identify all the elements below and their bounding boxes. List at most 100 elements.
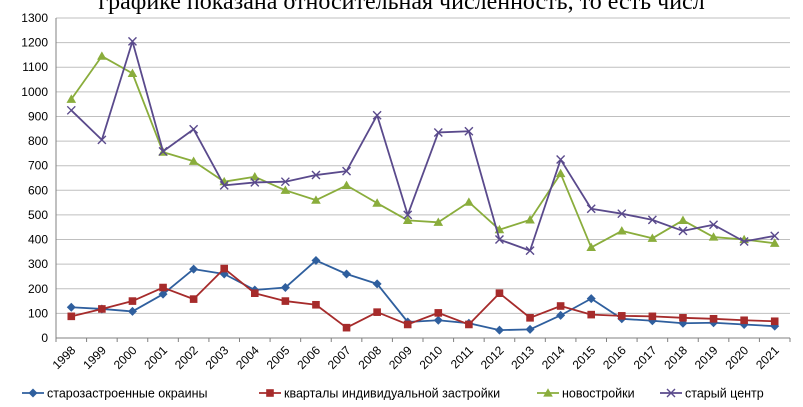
x-tick-label: 2001 — [141, 343, 170, 372]
data-point — [739, 237, 749, 247]
x-tick-label: 2014 — [539, 343, 568, 372]
data-point — [740, 316, 748, 325]
y-tick-label: 500 — [28, 208, 48, 222]
x-tick-label: 2006 — [294, 343, 323, 372]
x-tick-label: 2004 — [233, 343, 262, 372]
data-point — [220, 264, 229, 273]
x-tick-label: 2017 — [631, 343, 660, 372]
series-1 — [66, 255, 780, 335]
series-line — [71, 267, 775, 329]
data-point — [433, 315, 443, 325]
data-point — [158, 146, 168, 156]
x-axis: 1998 1999 2000 2001 2002 2003 2004 2005 2006 2007… — [50, 337, 791, 372]
data-point — [555, 168, 566, 178]
data-point — [709, 220, 719, 230]
y-tick-label: 300 — [28, 257, 48, 271]
plot-series — [66, 36, 780, 335]
x-tick-label: 2012 — [478, 343, 507, 372]
data-point — [127, 68, 138, 77]
data-point — [250, 177, 260, 187]
series-3 — [66, 51, 780, 252]
data-point — [617, 312, 626, 320]
x-tick-label: 2002 — [172, 343, 201, 372]
data-point — [280, 283, 290, 293]
data-point — [127, 36, 137, 46]
legend-swatch-marker — [666, 388, 676, 398]
y-tick-label: 800 — [28, 134, 48, 148]
x-tick-label: 2005 — [264, 343, 293, 372]
data-point — [525, 324, 535, 334]
data-point — [678, 226, 688, 236]
legend-entry: старозастроенные окраины — [22, 387, 207, 401]
data-point — [770, 231, 780, 241]
grid-lines — [56, 17, 790, 339]
legend-entry: кварталы индивидуальной застройки — [259, 387, 500, 401]
legend-label: новостройки — [562, 387, 635, 401]
data-point — [526, 314, 534, 322]
x-tick-label: 2019 — [692, 343, 721, 372]
data-point — [127, 306, 137, 316]
x-tick-label: 1998 — [50, 343, 79, 372]
x-tick-label: 2018 — [661, 343, 690, 372]
data-point — [678, 215, 688, 224]
data-point — [280, 177, 290, 187]
data-point — [372, 198, 382, 207]
data-point — [556, 302, 565, 310]
legend-label: старозастроенные окраины — [47, 387, 207, 401]
data-point — [586, 204, 596, 214]
data-point — [67, 312, 76, 321]
data-point — [373, 308, 381, 316]
data-point — [341, 180, 352, 189]
y-tick-label: 0 — [41, 331, 48, 345]
legend-swatch-marker — [266, 389, 274, 397]
legend-swatch-marker — [28, 388, 38, 398]
data-point — [494, 325, 504, 335]
x-tick-label: 2008 — [355, 343, 384, 372]
data-point — [403, 210, 413, 220]
y-axis: 0 100 200 300 400 500 600 700 800 900 1000 1100 1200… — [21, 11, 57, 345]
data-point — [525, 246, 535, 256]
data-point — [98, 305, 106, 313]
data-point — [219, 180, 229, 190]
data-point — [158, 289, 168, 299]
data-point — [556, 310, 566, 320]
data-point — [494, 235, 504, 245]
data-point — [250, 289, 259, 297]
data-point — [66, 105, 76, 115]
y-tick-label: 700 — [28, 159, 48, 173]
data-point — [311, 170, 321, 180]
data-point — [525, 215, 535, 224]
legend-entry: старый центр — [660, 387, 764, 401]
data-point — [464, 126, 474, 136]
y-tick-label: 400 — [28, 233, 48, 247]
x-tick-label: 2021 — [753, 343, 782, 372]
x-tick-label: 2020 — [722, 343, 751, 372]
data-point — [434, 309, 443, 317]
x-tick-label: 2000 — [111, 343, 140, 372]
legend-label: кварталы индивидуальной застройки — [284, 387, 500, 401]
data-point — [586, 242, 597, 252]
x-tick-label: 2007 — [325, 343, 354, 372]
data-point — [770, 317, 779, 326]
data-point — [495, 289, 504, 297]
x-tick-label: 2003 — [203, 343, 232, 372]
data-point — [97, 51, 107, 60]
y-tick-label: 200 — [28, 282, 48, 296]
data-point — [189, 295, 198, 303]
y-tick-label: 100 — [28, 306, 48, 320]
data-point — [708, 232, 719, 241]
data-point — [312, 300, 320, 309]
data-point — [281, 297, 290, 305]
data-point — [648, 312, 657, 321]
data-point — [159, 283, 167, 292]
data-point — [372, 279, 382, 289]
data-point — [189, 264, 199, 274]
data-point — [679, 314, 687, 322]
x-tick-label: 2011 — [448, 343, 476, 371]
data-point — [587, 310, 596, 319]
data-point — [647, 215, 657, 225]
data-point — [342, 323, 351, 332]
data-point — [616, 226, 627, 235]
data-point — [280, 185, 291, 194]
